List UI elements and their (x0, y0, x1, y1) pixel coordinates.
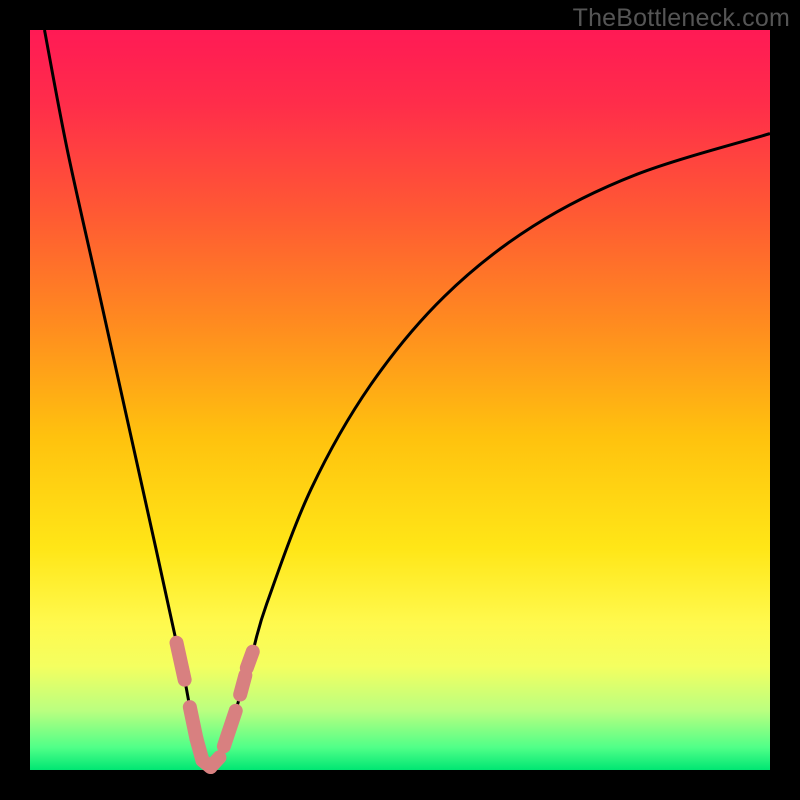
watermark-text: TheBottleneck.com (573, 4, 790, 33)
highlight-segment (177, 643, 185, 680)
highlight-segment (211, 757, 220, 767)
chart-svg (0, 0, 800, 800)
highlight-segment (247, 652, 253, 668)
plot-background (30, 30, 770, 770)
chart-stage: TheBottleneck.com (0, 0, 800, 800)
highlight-segment (240, 675, 245, 694)
